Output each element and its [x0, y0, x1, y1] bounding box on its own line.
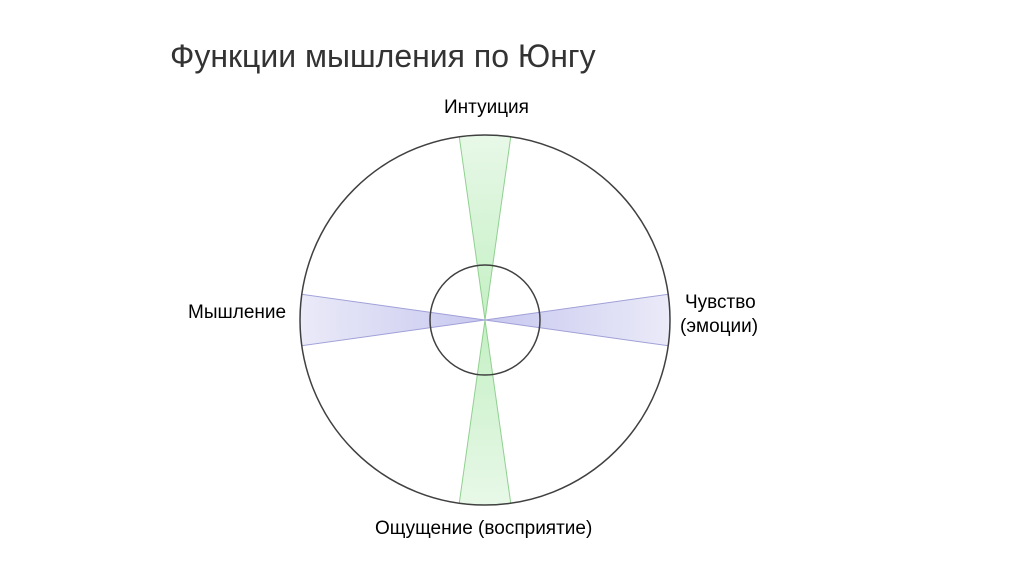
label-feeling-line2: (эмоции)	[680, 316, 758, 338]
intuition-wedge	[459, 135, 510, 320]
label-feeling-line1: Чувство	[685, 292, 756, 314]
sensation-wedge	[459, 320, 510, 505]
page-title: Функции мышления по Юнгу	[170, 38, 596, 75]
label-intuition-top: Интуиция	[444, 97, 529, 119]
jung-functions-diagram	[295, 130, 675, 510]
feeling-wedge	[485, 294, 670, 345]
label-sensation-bottom: Ощущение (восприятие)	[375, 518, 592, 540]
thinking-wedge	[300, 294, 485, 345]
label-thinking-left: Мышление	[188, 302, 286, 324]
